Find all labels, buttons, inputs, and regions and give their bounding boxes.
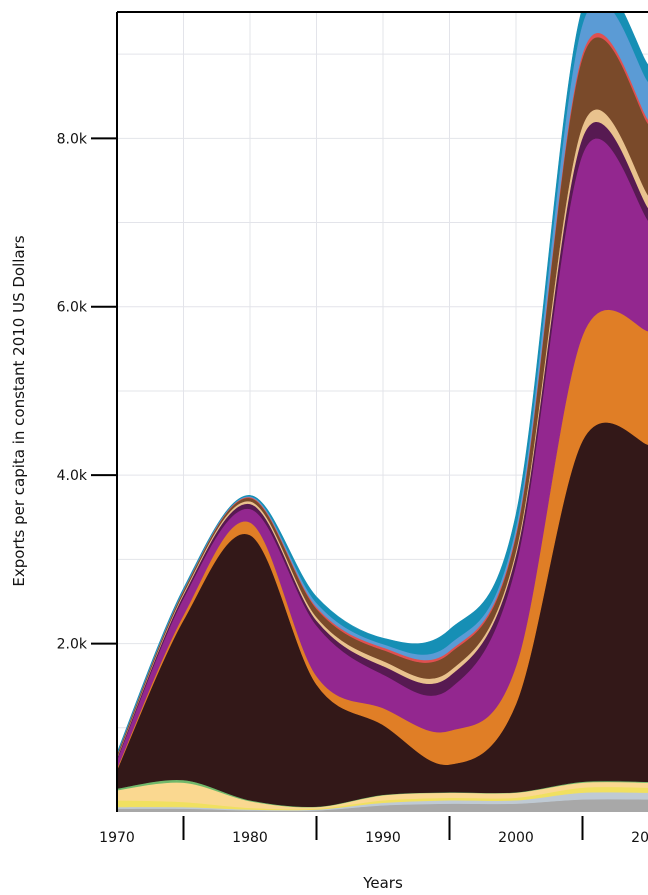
x-tick-label: 1970 <box>99 830 135 846</box>
y-tick-label: 6.0k <box>57 300 88 316</box>
area-series-13 <box>117 12 648 754</box>
x-tick-label: 1980 <box>232 830 268 846</box>
x-tick-label: 1990 <box>365 830 401 846</box>
x-axis-label: Years <box>362 874 403 892</box>
x-tick-label: 2010 <box>631 830 648 846</box>
y-tick-label: 4.0k <box>57 468 88 484</box>
y-axis-label: Exports per capita in constant 2010 US D… <box>10 235 28 586</box>
area-layer <box>117 12 648 812</box>
axis-layer: 2.0k 4.0k 6.0k 8.0k 1970 1980 1990 2000 2010 <box>57 11 648 846</box>
x-tick-label: 2000 <box>498 830 534 846</box>
y-tick-label: 8.0k <box>57 131 88 147</box>
y-tick-label: 2.0k <box>57 637 88 653</box>
